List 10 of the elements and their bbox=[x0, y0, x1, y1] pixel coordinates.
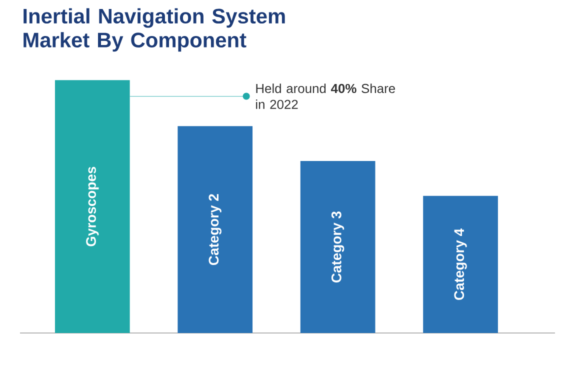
x-tick-label: Category 3 bbox=[331, 212, 344, 282]
bar bbox=[300, 161, 376, 333]
x-tick-label: Gyroscopes bbox=[86, 166, 99, 246]
bar bbox=[178, 126, 253, 333]
bar bbox=[54, 80, 130, 333]
bar bbox=[423, 196, 498, 333]
x-tick-label: Category 4 bbox=[454, 228, 467, 300]
chart-title: Inertial Navigation System Market By Component bbox=[24, 8, 285, 52]
text: Held around 40% Share in 2022 bbox=[256, 84, 395, 110]
x-tick-label: Category 2 bbox=[208, 194, 222, 266]
